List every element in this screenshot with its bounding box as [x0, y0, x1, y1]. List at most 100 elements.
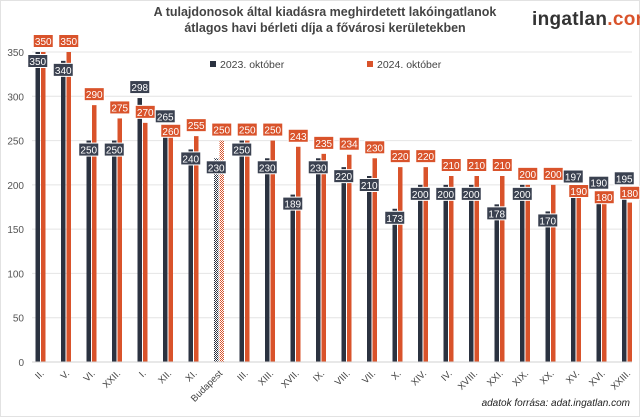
data-label: 210	[443, 161, 460, 172]
data-label: 178	[488, 209, 505, 220]
data-label-box	[282, 196, 304, 211]
bar-2024	[627, 202, 632, 362]
x-tick-label: XXII.	[101, 368, 123, 390]
data-label: 350	[35, 37, 52, 48]
data-label: 195	[616, 174, 633, 185]
bar-2024	[270, 140, 275, 362]
bar-2024	[66, 52, 71, 362]
y-tick-label: 200	[7, 181, 24, 192]
bar-2023	[188, 149, 193, 362]
y-tick-label: 250	[7, 137, 24, 148]
y-tick-label: 150	[7, 225, 24, 236]
data-label: 210	[468, 161, 485, 172]
bar-2024	[117, 118, 122, 362]
bar-2023	[418, 184, 423, 362]
data-label-box	[466, 158, 488, 172]
data-label: 210	[494, 161, 511, 172]
bar-2023	[367, 176, 372, 362]
y-tick-label: 50	[13, 314, 25, 325]
data-label-box	[262, 122, 284, 137]
data-label-box	[333, 169, 355, 184]
bar-2024	[219, 140, 224, 362]
bar-2023	[622, 189, 627, 362]
data-label: 250	[80, 146, 97, 157]
data-label-box	[588, 175, 610, 190]
x-tick-label: XXIII.	[609, 368, 633, 392]
data-label-box	[103, 142, 125, 157]
bar-2024	[398, 167, 403, 362]
x-tick-label: VII.	[360, 368, 378, 386]
bar-2024	[576, 193, 581, 362]
bar-2023	[290, 194, 295, 362]
bar-2023	[596, 193, 601, 362]
source-note: adatok forrása: adat.ingatlan.com	[481, 398, 630, 409]
legend-label: 2023. október	[220, 59, 285, 71]
x-tick-label: XIX.	[511, 368, 531, 388]
data-label: 240	[182, 154, 199, 165]
data-label: 200	[514, 190, 531, 201]
legend-swatch	[367, 61, 373, 67]
legend-label: 2024. október	[377, 59, 442, 71]
x-tick-label: II.	[33, 368, 46, 381]
data-label-box	[517, 166, 539, 181]
data-label: 220	[417, 152, 434, 163]
data-label-box	[613, 171, 635, 186]
bar-2024	[551, 184, 556, 362]
data-label-box	[486, 206, 508, 221]
data-label-box	[384, 210, 406, 225]
data-label-box	[231, 142, 253, 157]
data-label-box	[236, 122, 258, 137]
x-tick-label: XVII.	[279, 368, 301, 390]
bar-2023	[214, 158, 219, 362]
bar-2024	[41, 52, 46, 362]
x-tick-label: XIII.	[256, 368, 276, 388]
data-label: 200	[545, 170, 562, 181]
bar-2023	[494, 204, 499, 362]
data-label: 200	[412, 190, 429, 201]
data-label: 270	[137, 108, 154, 119]
data-label-box	[58, 34, 80, 48]
bar-2023	[137, 98, 142, 363]
x-tick-label: XI.	[184, 368, 200, 384]
x-tick-label: X.	[389, 368, 403, 382]
title-line-1: A tulajdonosok által kiadásra meghirdete…	[153, 5, 497, 19]
bar-2024	[296, 146, 301, 362]
bar-2023	[341, 167, 346, 362]
bar-2024	[449, 176, 454, 362]
data-label: 220	[392, 152, 409, 163]
data-label-box	[32, 34, 54, 48]
data-label-box	[364, 140, 386, 155]
y-tick-label: 300	[7, 92, 24, 103]
data-label-box	[491, 158, 513, 172]
bar-2023	[163, 127, 168, 363]
data-label-box	[287, 128, 309, 143]
y-tick-label: 100	[7, 269, 24, 280]
bar-2024	[525, 184, 530, 362]
data-label: 180	[621, 189, 638, 200]
data-label: 230	[366, 143, 383, 154]
bar-2024	[92, 105, 97, 363]
x-tick-label: XVIII.	[456, 368, 480, 392]
x-tick-label: XX.	[538, 368, 557, 387]
data-label: 243	[290, 132, 307, 143]
chart-title: A tulajdonosok által kiadásra meghirdete…	[130, 4, 520, 36]
bar-2024	[347, 154, 352, 362]
data-label-box	[415, 149, 437, 164]
bar-2023	[112, 140, 117, 362]
bar-2024	[602, 202, 607, 362]
data-label: 298	[131, 83, 148, 94]
x-tick-label: XIV.	[409, 368, 429, 388]
data-label: 197	[565, 173, 582, 184]
data-label: 230	[208, 163, 225, 174]
bar-2024	[423, 167, 428, 362]
data-label: 210	[361, 181, 378, 192]
data-label: 250	[239, 126, 256, 137]
data-label: 350	[29, 57, 46, 68]
bar-2023	[86, 140, 91, 362]
data-label: 200	[463, 190, 480, 201]
bar-2023	[520, 184, 525, 362]
data-label: 260	[162, 127, 179, 138]
bar-2023	[571, 187, 576, 362]
title-line-2: átlagos havi bérleti díja a fővárosi ker…	[184, 21, 466, 35]
data-label-box	[460, 186, 482, 201]
